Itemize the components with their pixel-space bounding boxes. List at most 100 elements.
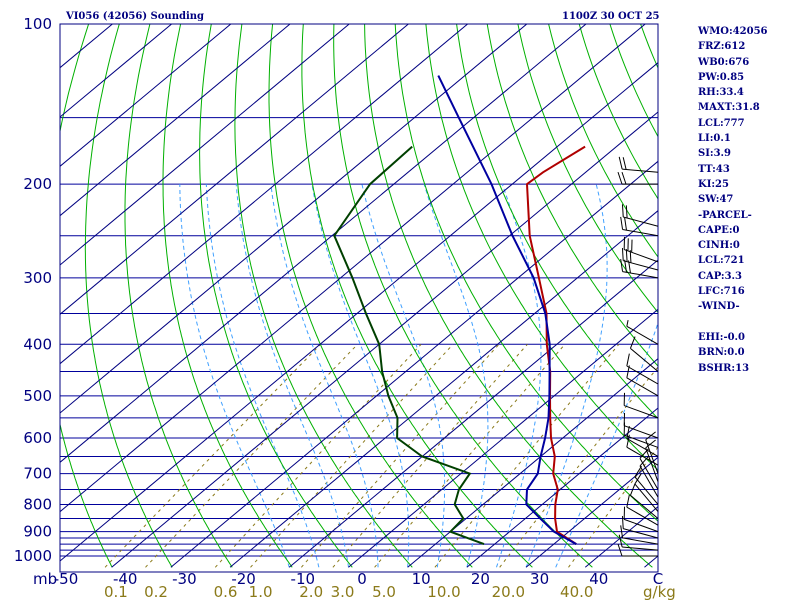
wind-barb: [639, 456, 659, 498]
temperature-tick-label: 20: [471, 570, 490, 588]
wind-barb: [645, 431, 659, 474]
isobar-lines: [60, 24, 658, 557]
parameter-item: LI:0.1: [698, 133, 731, 145]
wind-barb: [626, 494, 659, 526]
mixing-ratio-tick-label: 2.0: [299, 583, 323, 600]
mixing-ratio-axis-labels: 0.1 0.2 0.6 1.0 2.0 3.0 5.0 10.0 20.0 40.0: [104, 583, 594, 600]
dry-adiabat-line: [268, 24, 473, 568]
dry-adiabat-line: [517, 24, 658, 314]
moist-adiabat-line: [423, 183, 489, 568]
parameter-item: CAP:3.3: [698, 270, 742, 282]
sounding-series: [333, 75, 586, 546]
isotherm-line: [60, 24, 291, 217]
mixing-ratio-line: [104, 343, 321, 568]
isotherm-line: [466, 407, 658, 568]
mixing-ratio-tick-label: 40.0: [560, 583, 593, 600]
isotherm-line: [60, 24, 350, 266]
parameter-item: FRZ:612: [698, 41, 746, 53]
mixing-ratio-tick-label: 0.6: [214, 583, 238, 600]
temperature-tick-label: -30: [172, 570, 197, 588]
wind-barb: [618, 534, 659, 551]
pressure-label: 200: [23, 175, 52, 193]
parameter-item: -PARCEL-: [698, 209, 752, 221]
wind-barb: [634, 465, 659, 505]
dry-adiabat-line: [60, 24, 113, 568]
temperature-axis-labels: -50 -40 -30 -20 -10 0 10 20 30 40 C: [54, 570, 663, 588]
parameter-item: BSHR:13: [698, 362, 750, 374]
wind-barb: [618, 156, 659, 173]
dry-adiabat-line: [234, 24, 413, 568]
isotherm-line: [60, 24, 469, 365]
wind-barb: [623, 236, 659, 263]
isotherm-line: [407, 358, 658, 568]
isotherm-line: [60, 24, 173, 118]
parameter-item: CINH:0: [698, 240, 740, 252]
pressure-label: 700: [23, 465, 52, 483]
mixing-ratio-tick-label: 5.0: [372, 583, 396, 600]
isotherm-line: [60, 24, 528, 414]
parameter-item: RH:33.4: [698, 87, 744, 99]
dry-adiabat-line: [394, 24, 658, 522]
dry-adiabat-line: [301, 24, 533, 568]
wind-barb: [617, 171, 658, 185]
chart-title: VI056 (42056) Sounding: [65, 11, 204, 22]
dry-adiabat-line: [364, 24, 653, 568]
dry-adiabat-line: [124, 24, 233, 568]
isotherm-line: [60, 62, 658, 562]
isotherm-line: [525, 456, 658, 568]
pressure-axis-labels: 100 200 300 400 500 600 700 800 900 1000: [14, 15, 52, 565]
dry-adiabat-line: [788, 12, 800, 567]
wind-barb: [623, 392, 659, 419]
parameter-item: SW:47: [698, 194, 734, 206]
wind-barb: [620, 525, 659, 545]
moist-adiabat-line: [311, 184, 410, 568]
parameter-item: WMO:42056: [698, 26, 768, 37]
isotherm-line: [60, 24, 646, 513]
wind-barb: [623, 506, 659, 533]
moist-adiabats: [179, 183, 658, 568]
parameter-item: PW:0.85: [698, 71, 745, 83]
temperature-tick-label: 10: [412, 570, 431, 588]
plot-frame: [59, 23, 659, 573]
pressure-label: 900: [23, 523, 52, 541]
parameter-item: TT:43: [698, 163, 730, 175]
chart-timestamp: 1100Z 30 OCT 25: [562, 11, 660, 22]
wind-barb: [629, 483, 659, 519]
temperature-tick-label: -50: [54, 570, 79, 588]
mixing-ratio-tick-label: 0.2: [144, 583, 168, 600]
moist-adiabat-line: [555, 321, 658, 568]
mixing-ratio-lines: [104, 343, 658, 568]
dewpoint-profile-line: [333, 145, 485, 546]
isotherm-line: [60, 24, 232, 167]
wind-barb: [626, 319, 659, 345]
mixing-ratio-line: [301, 343, 500, 568]
pressure-label: 600: [23, 429, 52, 447]
mixing-ratio-line: [145, 343, 358, 568]
moist-adiabat-line: [205, 184, 320, 568]
parameter-item: LFC:716: [698, 286, 745, 298]
wind-barbs: [617, 156, 659, 557]
dry-adiabat-line: [199, 24, 353, 568]
pressure-label: 500: [23, 387, 52, 405]
parameter-item: -WIND-: [698, 301, 740, 313]
isotherm-lines: [60, 24, 658, 568]
temperature-tick-label: 0: [357, 570, 367, 588]
wind-barb: [626, 353, 659, 385]
mixing-ratio-tick-label: 3.0: [331, 583, 355, 600]
wind-barb: [617, 543, 658, 557]
isotherm-line: [584, 506, 658, 568]
mixing-ratio-unit-label: g/kg: [643, 583, 676, 600]
mixing-ratio-line: [568, 446, 658, 568]
wind-barb: [634, 472, 659, 512]
wind-barb: [626, 365, 659, 397]
isotherm-line: [229, 210, 658, 568]
isotherm-line: [170, 160, 658, 568]
wind-barb: [623, 413, 659, 439]
mixing-ratio-tick-label: 10.0: [427, 583, 460, 600]
isotherm-line: [60, 24, 587, 463]
moist-adiabat-line: [361, 183, 446, 568]
parameter-item: [698, 315, 768, 330]
mixing-ratio-line: [374, 343, 566, 568]
temperature-tick-label: C: [653, 570, 663, 588]
dry-adiabat-line: [162, 24, 293, 568]
